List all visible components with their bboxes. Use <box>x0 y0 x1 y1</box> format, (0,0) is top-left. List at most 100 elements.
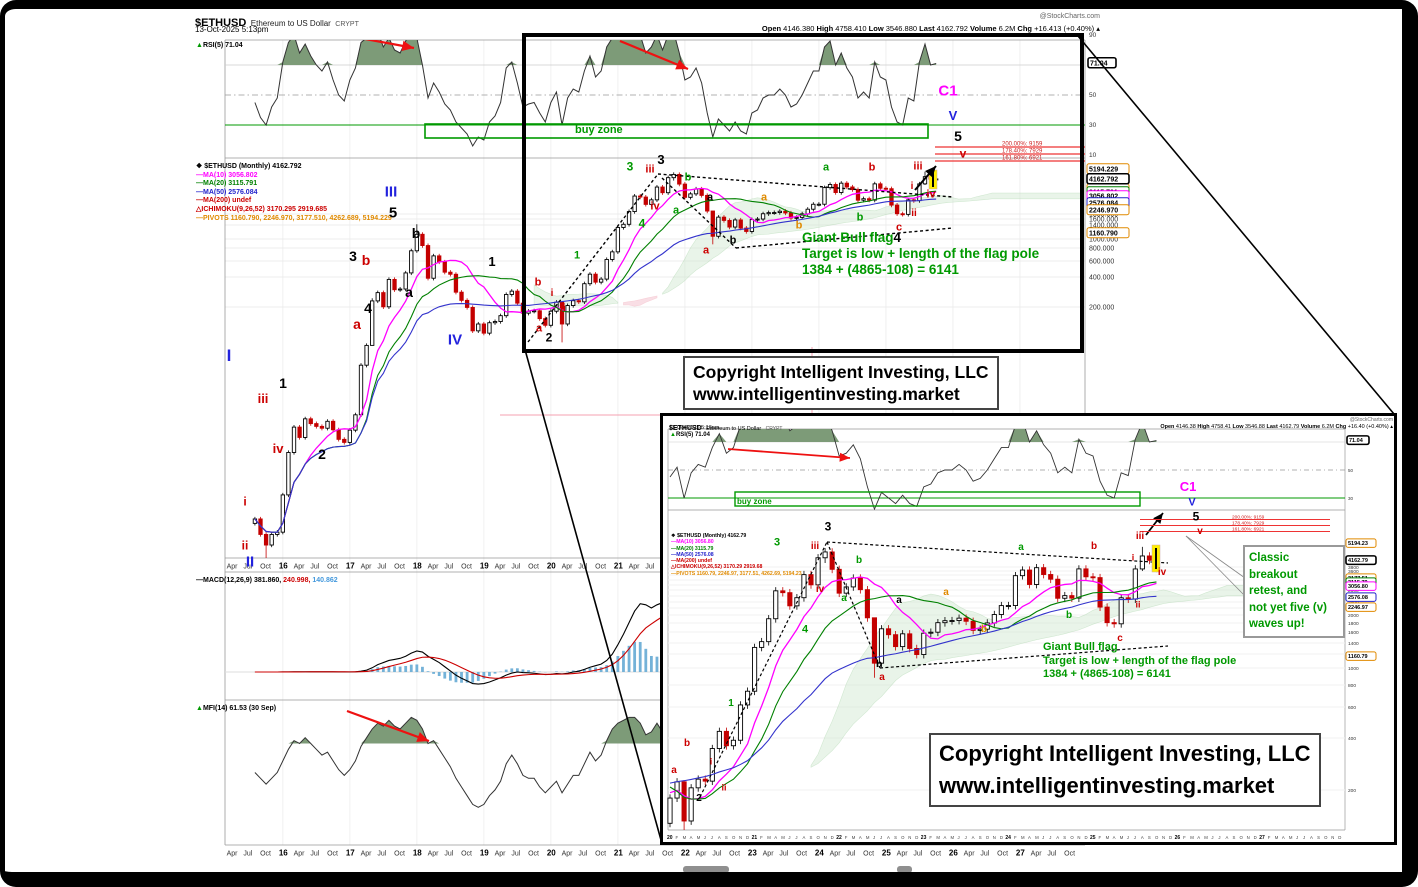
macd-legend: —MACD(12,26,9) 381.860, 240.998, 140.862 <box>196 577 338 586</box>
wave-label: ii <box>721 782 727 793</box>
svg-text:Oct: Oct <box>997 851 1008 858</box>
svg-text:Jul: Jul <box>377 851 386 858</box>
wave-label: iii <box>913 160 923 173</box>
triangle-icon: △ <box>196 205 202 213</box>
svg-text:F: F <box>676 835 679 840</box>
svg-text:19: 19 <box>480 849 489 858</box>
wave-label: b <box>795 219 803 232</box>
svg-text:Apr: Apr <box>227 564 239 571</box>
svg-text:17: 17 <box>346 562 355 571</box>
line-swatch-icon: — <box>196 197 203 205</box>
svg-text:1800: 1800 <box>1348 621 1359 627</box>
svg-text:27: 27 <box>1259 835 1265 841</box>
svg-text:Jul: Jul <box>846 851 855 858</box>
svg-text:Apr: Apr <box>964 851 976 858</box>
svg-text:D: D <box>1000 835 1003 840</box>
legend-item: —PIVOTS 1160.790, 2246.970, 3177.510, 42… <box>196 215 392 224</box>
legend-text: MA(20) 3115.791 <box>203 180 258 188</box>
svg-text:N: N <box>993 835 996 840</box>
svg-text:A: A <box>1197 835 1200 840</box>
line-swatch-icon: — <box>196 180 203 188</box>
svg-text:J: J <box>704 835 706 840</box>
svg-text:Jul: Jul <box>779 851 788 858</box>
quote-value: +16.413 (+0.40%) ▴ <box>1034 24 1100 33</box>
scrollbar-thumb[interactable] <box>897 866 912 873</box>
svg-text:F: F <box>845 835 848 840</box>
svg-text:18: 18 <box>413 849 422 858</box>
wave-label: 5 <box>388 204 398 222</box>
svg-text:J: J <box>1296 835 1298 840</box>
svg-text:J: J <box>1042 835 1044 840</box>
ticker-name: Ethereum to US Dollar <box>250 19 331 28</box>
legend-item: —MA(200) undef <box>671 558 802 564</box>
wave-label: i <box>1131 552 1135 563</box>
svg-text:2000: 2000 <box>1348 613 1359 619</box>
legend-item: —MA(10) 3056.802 <box>196 172 392 181</box>
triangle-up-icon: ▲ <box>670 432 676 438</box>
legend-item: —MA(50) 2576.08 <box>671 552 802 558</box>
svg-text:M: M <box>1021 835 1025 840</box>
wave-label: a <box>405 284 413 301</box>
svg-text:Jul: Jul <box>578 851 587 858</box>
legend-item: —MA(20) 3115.79 <box>671 546 802 552</box>
svg-text:S: S <box>894 835 897 840</box>
legend-text: $ETHUSD (Monthly) 4162.792 <box>204 163 302 170</box>
scrollbar-thumb[interactable] <box>683 866 729 873</box>
svg-text:Oct: Oct <box>930 851 941 858</box>
wave-label: b <box>980 623 988 635</box>
macd-legend-part: 240.998, <box>281 577 311 584</box>
svg-text:71.04: 71.04 <box>1349 438 1364 444</box>
svg-text:D: D <box>746 835 749 840</box>
legend-text: MA(10) 3056.802 <box>203 171 258 179</box>
svg-text:Jul: Jul <box>913 851 922 858</box>
svg-text:Apr: Apr <box>361 564 373 571</box>
svg-text:27: 27 <box>1016 849 1025 858</box>
ticker-symbol: $ETHUSD <box>195 17 247 29</box>
quote-label: Low <box>868 24 886 33</box>
quote-label: Last <box>919 24 937 33</box>
svg-text:A: A <box>1141 835 1144 840</box>
svg-text:Jul: Jul <box>712 851 721 858</box>
line-swatch-icon: — <box>671 570 677 577</box>
svg-text:D: D <box>831 835 834 840</box>
svg-text:Apr: Apr <box>294 851 306 858</box>
svg-text:25: 25 <box>1090 835 1096 841</box>
svg-text:N: N <box>1077 835 1080 840</box>
legend-text: MA(10) 3056.80 <box>676 539 714 546</box>
svg-text:2576.08: 2576.08 <box>1348 595 1368 601</box>
svg-text:A: A <box>1113 835 1116 840</box>
svg-text:Jul: Jul <box>310 564 319 571</box>
quote-label: High <box>1197 424 1212 430</box>
wave-label: b <box>868 161 876 174</box>
svg-text:A: A <box>718 835 721 840</box>
wave-label: V <box>1188 496 1196 509</box>
svg-text:Jul: Jul <box>511 564 520 571</box>
wave-label: a <box>672 204 680 217</box>
svg-text:2800: 2800 <box>1348 588 1359 594</box>
copyright-box: Copyright Intelligent Investing, LLC www… <box>683 356 999 410</box>
svg-text:F: F <box>1268 835 1271 840</box>
svg-text:16: 16 <box>279 562 288 571</box>
rsi-legend: ▲RSI(5) 71.04 <box>196 42 243 49</box>
svg-text:J: J <box>1303 835 1305 840</box>
svg-text:Apr: Apr <box>763 851 775 858</box>
quote-value: 4162.792 <box>936 24 971 33</box>
svg-text:N: N <box>908 835 911 840</box>
svg-text:Jul: Jul <box>511 851 520 858</box>
svg-text:J: J <box>1127 835 1129 840</box>
mfi-legend: ▲MFI(14) 61.53 (30 Sep) <box>196 705 277 712</box>
line-swatch-icon: — <box>671 558 677 565</box>
svg-text:A: A <box>859 835 862 840</box>
svg-text:30: 30 <box>1089 122 1097 129</box>
legend-item: —MA(10) 3056.80 <box>671 539 802 545</box>
svg-text:J: J <box>1211 835 1213 840</box>
svg-text:Oct: Oct <box>1064 851 1075 858</box>
svg-text:N: N <box>1247 835 1250 840</box>
wave-label: iii <box>645 163 655 176</box>
svg-text:M: M <box>683 835 687 840</box>
svg-text:F: F <box>929 835 932 840</box>
svg-text:O: O <box>817 835 821 840</box>
inset-rsi-legend: ▲RSI(5) 71.04 <box>670 432 710 438</box>
wave-label: a <box>943 586 949 598</box>
svg-text:N: N <box>739 835 742 840</box>
